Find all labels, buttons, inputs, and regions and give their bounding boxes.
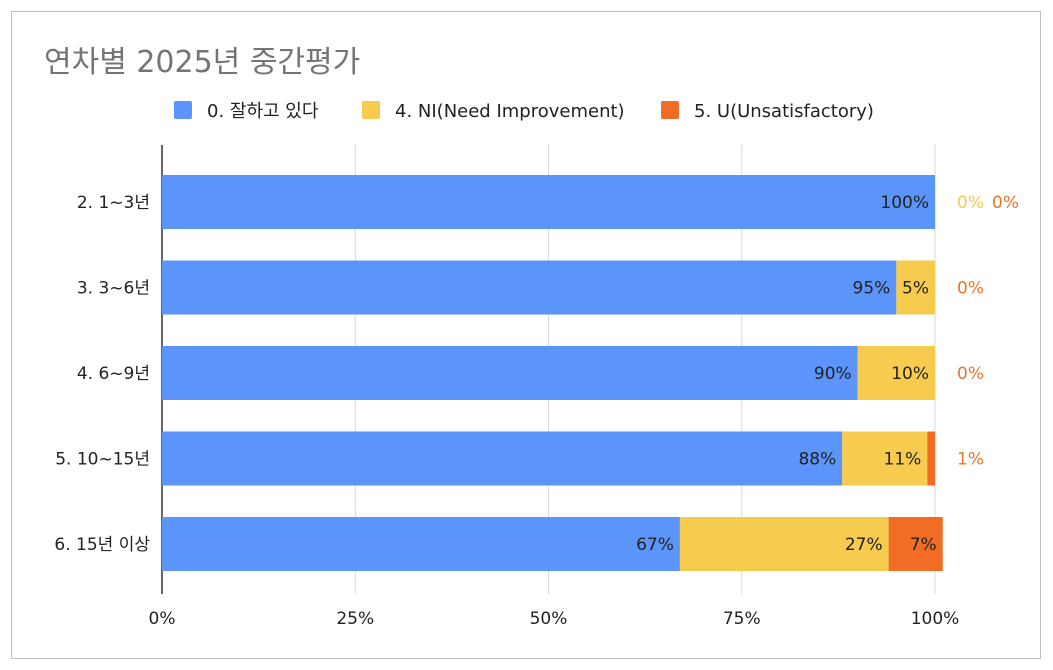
legend-label-1: 4. NI(Need Improvement) bbox=[395, 101, 625, 122]
bar-1-0 bbox=[162, 260, 897, 315]
bar-1-1 bbox=[896, 260, 935, 315]
bar-2-0 bbox=[162, 346, 858, 400]
chart-title: 연차별 2025년 중간평가 bbox=[44, 45, 360, 80]
data-label-4-0: 67% bbox=[636, 535, 674, 555]
data-labels: 100% 0% 0% 95% 5% 0% 90% 10% 0% 88% 11% 1% 67% 27% 7% bbox=[636, 193, 1019, 555]
data-label-2-2: 0% bbox=[957, 364, 984, 384]
legend-label-0: 0. 잘하고 있다 bbox=[207, 101, 319, 122]
bar-4-1 bbox=[679, 517, 889, 571]
bar-3-2 bbox=[927, 431, 935, 486]
bar-3-1 bbox=[842, 431, 928, 486]
x-tick-label-4: 100% bbox=[911, 609, 960, 629]
category-label-2: 4. 6~9년 bbox=[77, 364, 150, 384]
bar-4-2 bbox=[888, 517, 943, 571]
x-tick-labels: 0% 25% 50% 75% 100% bbox=[149, 609, 960, 629]
bar-3-0 bbox=[162, 431, 843, 486]
x-tick-label-0: 0% bbox=[149, 609, 176, 629]
data-label-1-0: 95% bbox=[853, 279, 891, 299]
data-label-4-1: 27% bbox=[845, 535, 883, 555]
data-label-2-0: 90% bbox=[814, 364, 852, 384]
legend-swatch-1 bbox=[362, 101, 380, 119]
data-label-0-2: 0% bbox=[992, 193, 1019, 213]
data-label-4-2: 7% bbox=[910, 535, 937, 555]
data-label-1-1: 5% bbox=[902, 279, 929, 299]
bar-4-0 bbox=[162, 517, 680, 571]
category-label-4: 6. 15년 이상 bbox=[54, 535, 150, 555]
data-label-0-0: 100% bbox=[880, 193, 929, 213]
category-label-0: 2. 1~3년 bbox=[77, 193, 150, 213]
category-labels: 2. 1~3년 3. 3~6년 4. 6~9년 5. 10~15년 6. 15년 이상 bbox=[54, 193, 150, 555]
data-label-2-1: 10% bbox=[891, 364, 929, 384]
legend-swatch-0 bbox=[174, 101, 192, 119]
x-tick-label-1: 25% bbox=[336, 609, 374, 629]
bars bbox=[162, 175, 943, 571]
data-label-3-1: 11% bbox=[883, 450, 921, 470]
legend: 0. 잘하고 있다 4. NI(Need Improvement) 5. U(Uns… bbox=[174, 101, 874, 122]
data-label-3-0: 88% bbox=[798, 450, 836, 470]
x-tick-label-2: 50% bbox=[530, 609, 568, 629]
data-label-3-2: 1% bbox=[957, 450, 984, 470]
data-label-0-1: 0% bbox=[957, 193, 984, 213]
category-label-1: 3. 3~6년 bbox=[77, 279, 150, 299]
legend-label-2: 5. U(Unsatisfactory) bbox=[694, 101, 874, 122]
bar-2-1 bbox=[857, 346, 935, 400]
data-label-1-2: 0% bbox=[957, 279, 984, 299]
legend-swatch-2 bbox=[661, 101, 679, 119]
bar-0-0 bbox=[162, 175, 935, 229]
x-tick-label-3: 75% bbox=[723, 609, 761, 629]
category-label-3: 5. 10~15년 bbox=[55, 450, 150, 470]
